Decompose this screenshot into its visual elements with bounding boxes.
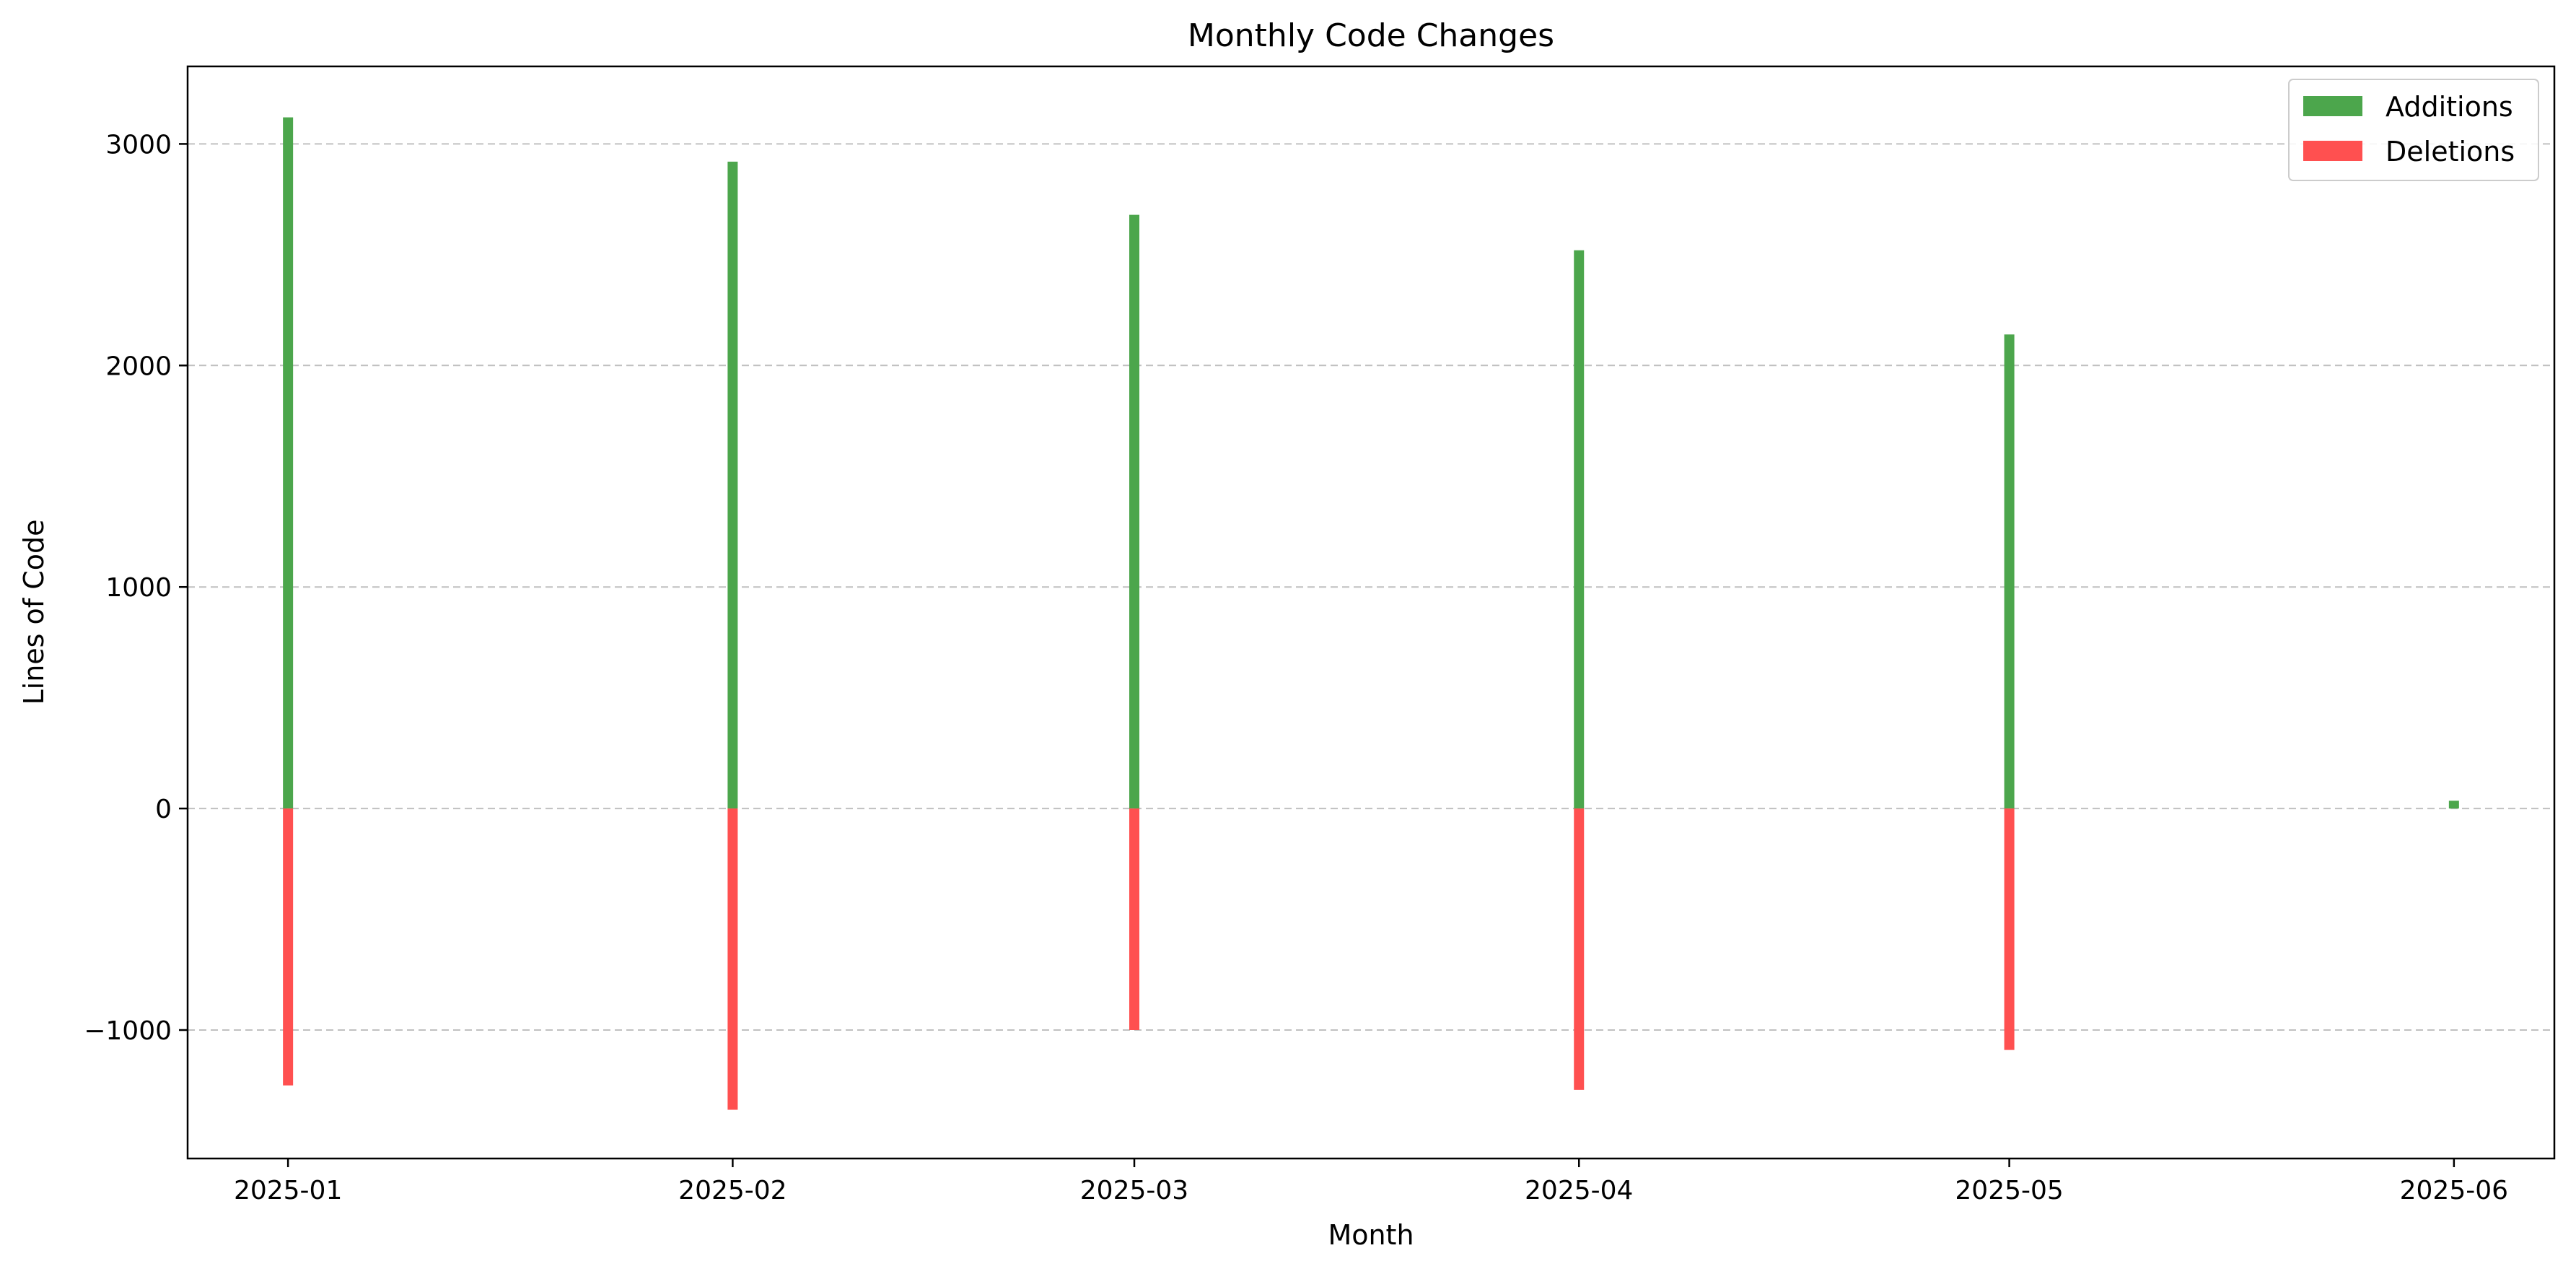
y-axis-ticks: −1000 0 1000 2000 3000 xyxy=(84,130,188,1046)
bars xyxy=(283,117,2459,1110)
x-tick-label: 2025-01 xyxy=(234,1176,342,1205)
bar-deletions-2025-03 xyxy=(1129,808,1139,1030)
y-tick-label: 1000 xyxy=(105,573,172,603)
bar-additions-2025-04 xyxy=(1574,250,1585,809)
bar-additions-2025-02 xyxy=(727,161,738,809)
plot-frame xyxy=(186,65,2556,1160)
chart-title: Monthly Code Changes xyxy=(1188,17,1554,54)
legend-label-deletions: Deletions xyxy=(2386,136,2515,167)
bar-deletions-2025-05 xyxy=(2004,808,2015,1050)
y-tick-label: 3000 xyxy=(105,130,172,160)
x-tick-label: 2025-03 xyxy=(1080,1176,1188,1205)
bar-additions-2025-06 xyxy=(2448,800,2459,809)
legend-label-additions: Additions xyxy=(2386,91,2513,123)
y-tick-label: 0 xyxy=(155,795,172,824)
legend: Additions Deletions xyxy=(2288,79,2539,181)
x-tick-label: 2025-02 xyxy=(678,1176,787,1205)
bar-deletions-2025-04 xyxy=(1574,808,1585,1090)
y-tick-label: −1000 xyxy=(84,1016,172,1046)
x-tick-label: 2025-04 xyxy=(1525,1176,1633,1205)
legend-swatch-deletions xyxy=(2303,141,2362,161)
x-tick-label: 2025-06 xyxy=(2400,1176,2508,1205)
bar-deletions-2025-02 xyxy=(727,808,738,1110)
x-axis-label: Month xyxy=(1328,1219,1414,1251)
x-tick-label: 2025-05 xyxy=(1955,1176,2063,1205)
y-axis-label: Lines of Code xyxy=(18,519,50,704)
x-axis-ticks: 2025-01 2025-02 2025-03 2025-04 2025-05 2025-… xyxy=(234,1159,2508,1205)
y-tick-label: 2000 xyxy=(105,352,172,381)
bar-additions-2025-05 xyxy=(2004,334,2015,809)
grid-lines xyxy=(188,143,2554,1031)
bar-deletions-2025-01 xyxy=(283,808,294,1086)
legend-swatch-additions xyxy=(2303,96,2362,116)
bar-additions-2025-01 xyxy=(283,117,294,809)
bar-additions-2025-03 xyxy=(1129,214,1139,809)
